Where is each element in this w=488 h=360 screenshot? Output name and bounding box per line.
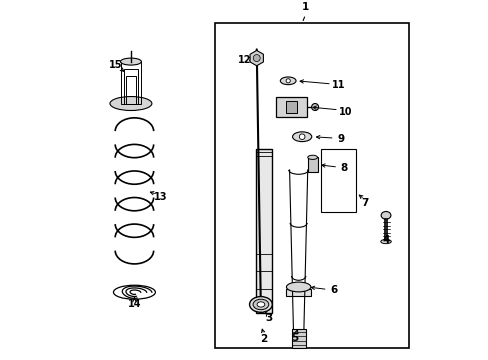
Text: 6: 6 xyxy=(329,285,337,296)
Bar xyxy=(126,76,136,104)
Text: 12: 12 xyxy=(237,55,251,65)
Text: 2: 2 xyxy=(260,334,267,345)
Bar xyxy=(321,149,356,212)
Text: 1: 1 xyxy=(302,2,308,12)
Ellipse shape xyxy=(380,239,390,244)
Ellipse shape xyxy=(280,77,295,85)
Text: 3: 3 xyxy=(265,314,272,323)
Bar xyxy=(214,23,408,348)
Bar xyxy=(307,157,317,172)
Bar xyxy=(123,68,138,104)
Text: 14: 14 xyxy=(127,300,141,310)
Bar xyxy=(255,149,271,313)
Text: 5: 5 xyxy=(291,333,298,343)
Text: 4: 4 xyxy=(382,235,389,245)
Circle shape xyxy=(299,134,305,140)
Ellipse shape xyxy=(380,211,390,219)
Text: 8: 8 xyxy=(340,163,347,173)
Text: 15: 15 xyxy=(108,60,122,70)
Ellipse shape xyxy=(249,297,272,312)
Circle shape xyxy=(311,104,318,111)
Ellipse shape xyxy=(110,96,152,111)
Ellipse shape xyxy=(292,132,311,141)
Text: 10: 10 xyxy=(338,107,352,117)
Text: 7: 7 xyxy=(361,198,368,208)
Bar xyxy=(286,289,310,296)
Circle shape xyxy=(285,79,290,83)
Ellipse shape xyxy=(253,299,268,310)
Text: 9: 9 xyxy=(336,134,344,144)
Ellipse shape xyxy=(286,282,310,292)
Text: 11: 11 xyxy=(331,80,345,90)
Ellipse shape xyxy=(120,58,141,65)
Circle shape xyxy=(253,55,260,62)
Bar xyxy=(291,329,305,348)
Bar xyxy=(275,96,307,117)
Text: 13: 13 xyxy=(154,192,167,202)
Ellipse shape xyxy=(307,155,317,159)
Ellipse shape xyxy=(257,302,264,307)
Bar xyxy=(286,101,296,113)
Bar xyxy=(121,62,141,104)
